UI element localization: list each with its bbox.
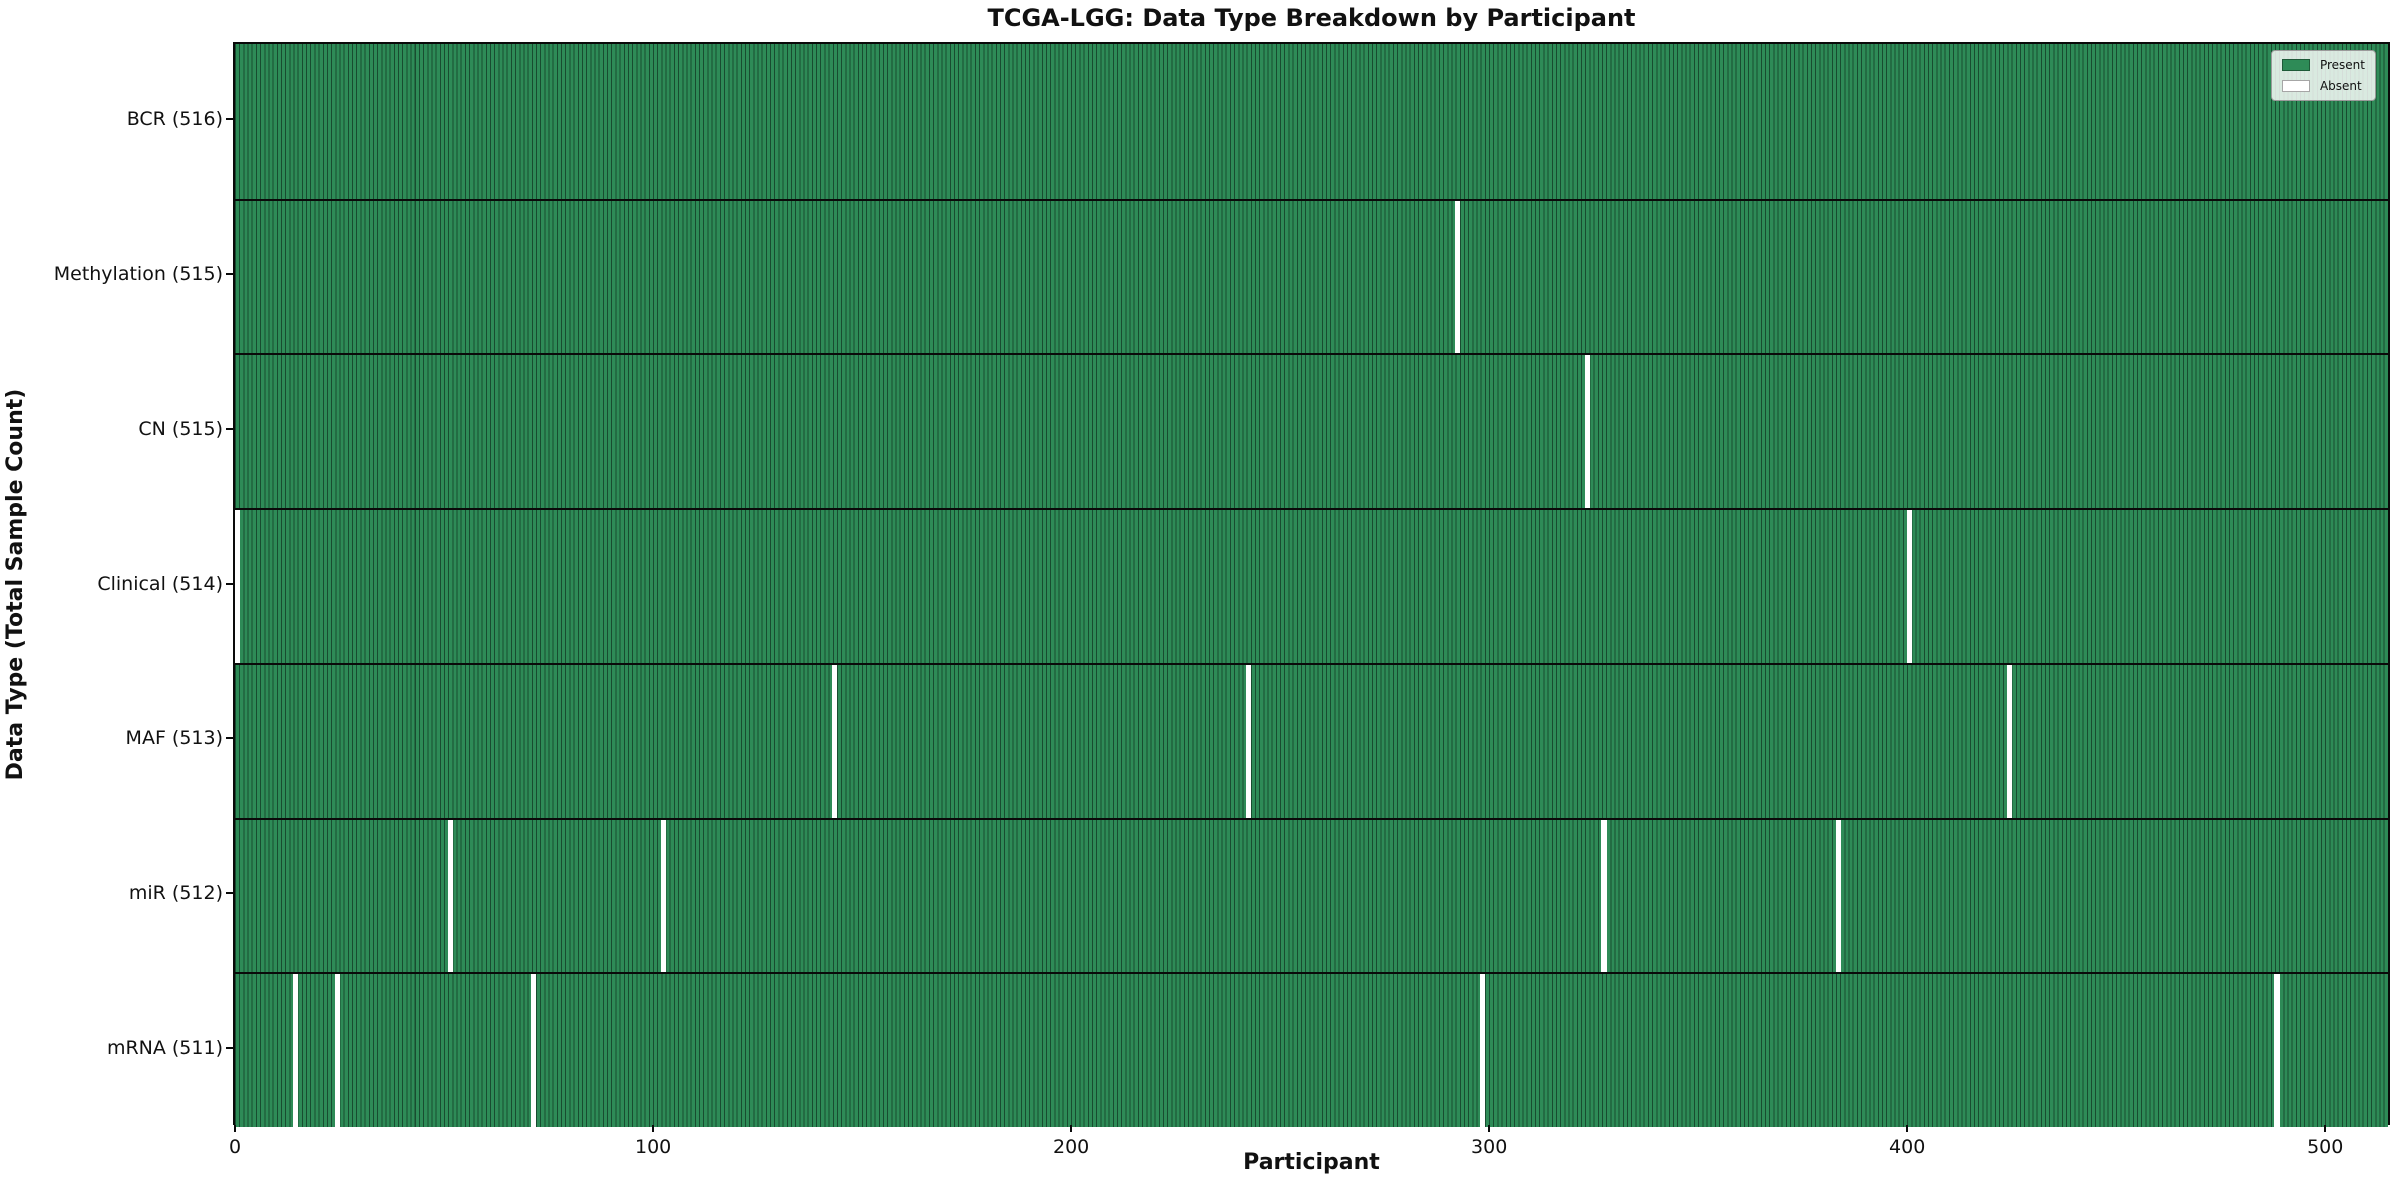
y-tick-mark — [226, 273, 233, 276]
x-tick-mark — [1070, 1125, 1073, 1132]
absent-cell-clinical-400 — [1906, 510, 1912, 663]
x-tick-label-300: 300 — [1471, 1136, 1508, 1158]
heatmap-row-maf — [235, 662, 2388, 818]
heatmap-row-bcr — [235, 44, 2388, 199]
legend-item-absent: Absent — [2281, 79, 2365, 93]
x-tick-mark — [234, 1125, 237, 1132]
plot-area: Present Absent — [233, 42, 2390, 1127]
x-tick-mark — [652, 1125, 655, 1132]
legend-item-present: Present — [2281, 58, 2365, 72]
y-tick-label-mrna: mRNA (511) — [106, 1036, 223, 1059]
heatmap-row-cn — [235, 353, 2388, 509]
absent-cell-methylation-292 — [1455, 200, 1461, 354]
legend-label-absent: Absent — [2319, 79, 2362, 93]
absent-cell-mrna-14 — [293, 974, 299, 1127]
y-tick-mark — [226, 737, 233, 740]
absent-cell-cn-323 — [1584, 355, 1590, 509]
absent-cell-maf-143 — [832, 664, 838, 818]
x-axis-label: Participant — [1243, 1150, 1380, 1175]
y-tick-mark — [226, 427, 233, 430]
absent-cell-mir-102 — [660, 819, 667, 973]
legend-label-present: Present — [2319, 58, 2365, 72]
heatmap-row-mrna — [235, 972, 2388, 1127]
y-tick-label-bcr: BCR (516) — [126, 108, 223, 131]
y-tick-label-clinical: Clinical (514) — [97, 572, 223, 595]
absent-cell-mir-51 — [447, 819, 453, 973]
y-tick-mark — [226, 891, 233, 894]
absent-cell-maf-242 — [1246, 664, 1252, 818]
y-tick-mark — [226, 1046, 233, 1049]
chart-title: TCGA-LGG: Data Type Breakdown by Partici… — [987, 4, 1636, 32]
heatmap-row-methylation — [235, 198, 2388, 354]
x-tick-label-200: 200 — [1052, 1136, 1090, 1158]
x-tick-label-400: 400 — [1889, 1136, 1926, 1158]
legend: Present Absent — [2270, 50, 2376, 101]
heatmap-row-clinical — [234, 508, 2388, 663]
absent-cell-maf-424 — [2006, 664, 2013, 818]
y-tick-mark — [226, 582, 233, 585]
y-tick-label-maf: MAF (513) — [125, 727, 223, 750]
absent-cell-mrna-298 — [1480, 974, 1486, 1127]
y-tick-mark — [226, 118, 233, 121]
absent-cell-mrna-71 — [531, 974, 537, 1127]
absent-cell-clinical-0 — [234, 510, 240, 663]
x-tick-mark — [1906, 1125, 1909, 1132]
absent-cell-mir-383 — [1835, 819, 1841, 973]
x-tick-mark — [1488, 1125, 1491, 1132]
absent-cell-mrna-24 — [334, 974, 340, 1127]
legend-swatch-absent-icon — [2281, 80, 2310, 92]
legend-swatch-present-icon — [2281, 59, 2310, 71]
y-tick-label-methylation: Methylation (515) — [53, 263, 223, 286]
y-tick-label-cn: CN (515) — [138, 417, 223, 440]
x-tick-mark — [2324, 1125, 2327, 1132]
absent-cell-mir-327 — [1601, 819, 1607, 973]
x-tick-label-100: 100 — [634, 1136, 672, 1158]
absent-cell-mrna-488 — [2274, 974, 2280, 1127]
x-tick-label-500: 500 — [2307, 1136, 2344, 1158]
heatmap-row-mir — [235, 817, 2388, 973]
x-tick-label-0: 0 — [229, 1136, 242, 1158]
y-tick-label-mir: miR (512) — [128, 881, 223, 904]
